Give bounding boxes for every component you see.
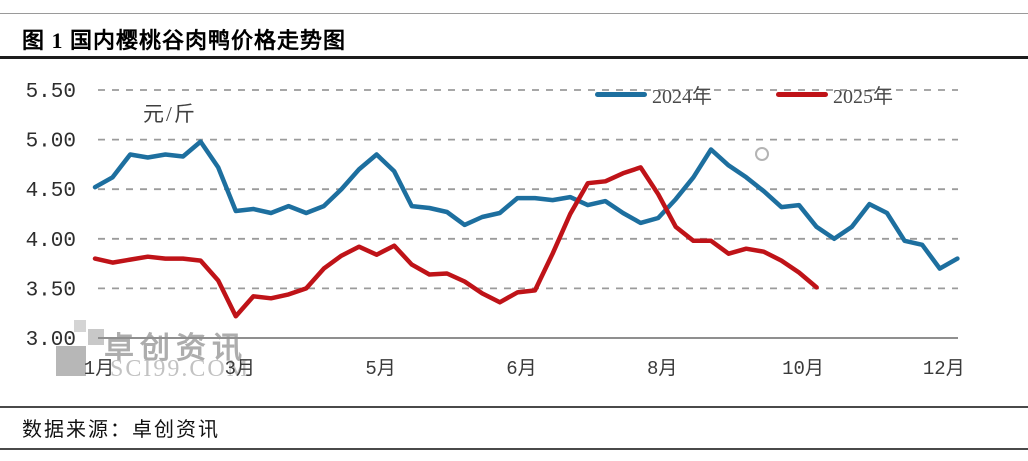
legend-label-2024: 2024年 (652, 86, 712, 108)
legend-item-2024: 2024年 (595, 80, 712, 109)
y-tick-label: 3.50 (26, 279, 76, 302)
top-border-rule (0, 13, 1028, 14)
x-tick-label: 5月 (365, 358, 395, 380)
legend-label-2025: 2025年 (833, 86, 893, 108)
data-source-label: 数据来源：卓创资讯 (22, 419, 220, 441)
y-axis-unit-label: 元/斤 (143, 102, 197, 126)
small-circle-artifact (755, 147, 769, 161)
title-underline-rule (0, 56, 1028, 59)
figure-title: 图 1 国内樱桃谷肉鸭价格走势图 (22, 28, 347, 53)
x-tick-label: 8月 (647, 358, 677, 380)
watermark-logo-square (74, 320, 86, 332)
x-tick-label: 10月 (782, 358, 824, 380)
watermark-logo-square (56, 346, 86, 376)
y-tick-label: 4.50 (26, 180, 76, 203)
y-tick-label: 5.00 (26, 131, 76, 154)
watermark-logo-square (88, 329, 104, 345)
x-tick-label: 12月 (923, 358, 965, 380)
legend-item-2025: 2025年 (776, 80, 893, 109)
watermark-domain-text: SCI99.COM (110, 356, 251, 382)
legend-line-swatch-2024 (595, 92, 647, 97)
watermark: 卓创资讯 SCI99.COM (56, 320, 286, 390)
x-tick-label: 6月 (506, 358, 536, 380)
chart-legend: 2024年 2025年 (595, 80, 893, 109)
y-tick-label: 4.00 (26, 230, 76, 253)
legend-line-swatch-2025 (776, 92, 828, 97)
series-line-2025年 (92, 165, 819, 319)
footer-top-rule (0, 406, 1028, 408)
footer-bottom-rule (0, 448, 1028, 450)
series-line-2024年 (92, 139, 960, 271)
y-tick-label: 5.50 (26, 81, 76, 104)
